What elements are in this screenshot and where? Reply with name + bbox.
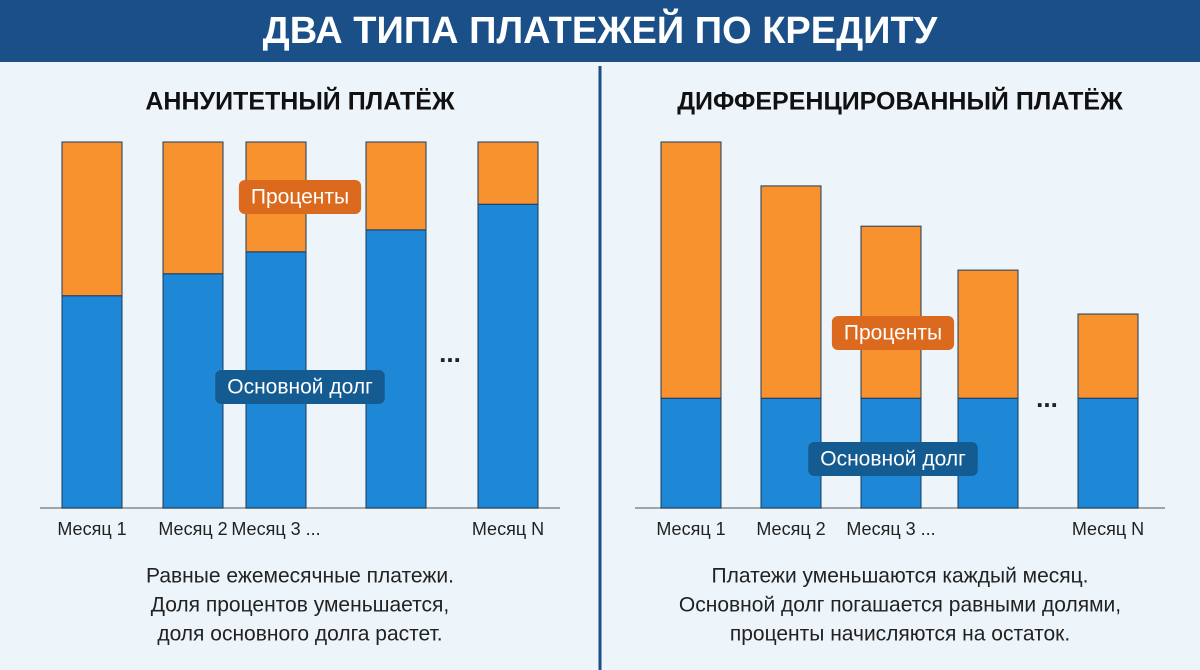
- x-tick-label: Месяц 2: [756, 519, 825, 539]
- legend-label: Основной долг: [820, 448, 966, 471]
- x-tick-label: Месяц 3 ...: [231, 519, 320, 539]
- x-tick-label: Месяц 1: [57, 519, 126, 539]
- ellipsis: ...: [1036, 383, 1058, 413]
- x-tick-label: Месяц N: [1072, 519, 1144, 539]
- bar-segment: [957, 269, 1019, 399]
- caption-line: Основной долг погашается равными долями,: [679, 594, 1121, 617]
- legend-pill: [831, 316, 955, 350]
- chart-title: АННУИТЕТНЫЙ ПЛАТЁЖ: [145, 86, 455, 116]
- legend-label: Проценты: [844, 322, 942, 345]
- caption-line: Равные ежемесячные платежи.: [146, 565, 454, 588]
- header: [0, 0, 1200, 62]
- bar-segment: [365, 229, 427, 509]
- x-tick-label: Месяц 2: [158, 519, 227, 539]
- bar-segment: [61, 141, 123, 297]
- x-tick-label: Месяц 1: [656, 519, 725, 539]
- caption-line: Платежи уменьшаются каждый месяц.: [712, 565, 1089, 588]
- caption-line: доля основного долга растет.: [157, 623, 442, 646]
- legend-label: Проценты: [251, 186, 349, 209]
- bar-segment: [860, 225, 922, 399]
- bar-segment: [660, 397, 722, 509]
- legend-pill: [808, 442, 978, 476]
- legend-pill: [238, 180, 362, 214]
- ellipsis: ...: [439, 338, 461, 368]
- bar-segment: [477, 141, 539, 205]
- bar-segment: [660, 141, 722, 399]
- bar-segment: [162, 273, 224, 509]
- bar-segment: [1077, 313, 1139, 399]
- legend-label: Основной долг: [227, 376, 373, 399]
- chart-title: ДИФФЕРЕНЦИРОВАННЫЙ ПЛАТЁЖ: [677, 86, 1123, 116]
- caption-line: проценты начисляются на остаток.: [730, 623, 1070, 646]
- bar-segment: [760, 185, 822, 399]
- caption-line: Доля процентов уменьшается,: [151, 594, 450, 617]
- bar-segment: [477, 203, 539, 509]
- bar-segment: [365, 141, 427, 231]
- x-tick-label: Месяц 3 ...: [846, 519, 935, 539]
- page-title: ДВА ТИПА ПЛАТЕЖЕЙ ПО КРЕДИТУ: [263, 7, 938, 52]
- bar-segment: [61, 295, 123, 509]
- bar-segment: [1077, 397, 1139, 509]
- legend-pill: [215, 370, 385, 404]
- x-tick-label: Месяц N: [472, 519, 544, 539]
- bar-segment: [162, 141, 224, 275]
